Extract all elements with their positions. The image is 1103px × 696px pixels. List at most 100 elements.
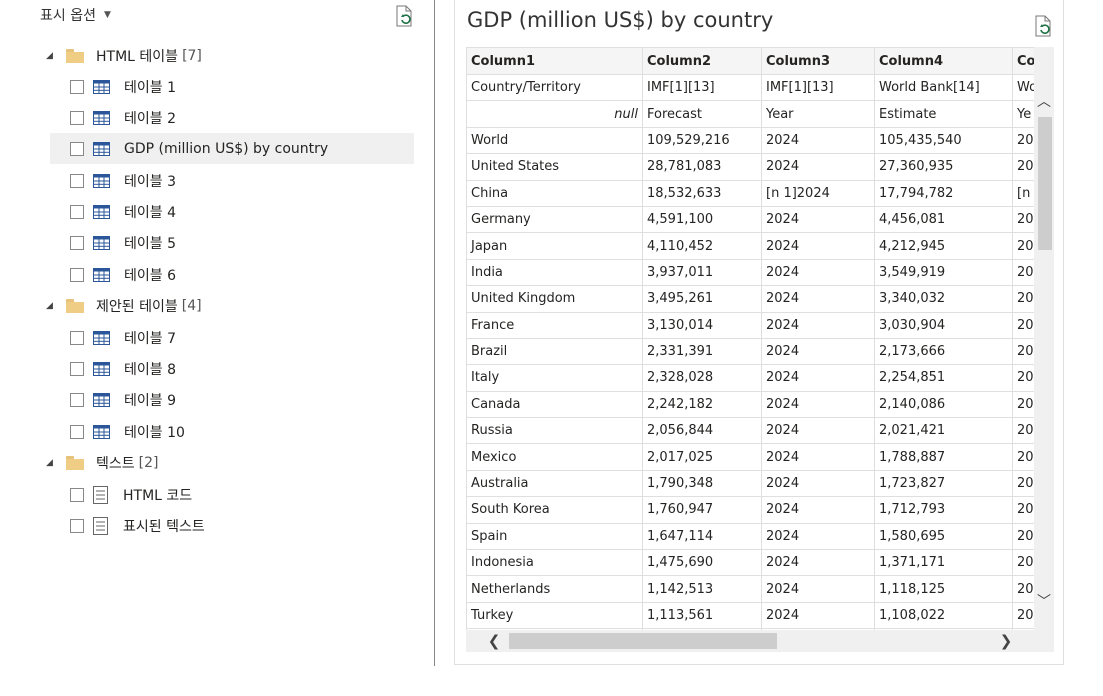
- collapse-icon[interactable]: ◢: [46, 457, 53, 468]
- table-cell[interactable]: 2,242,182: [642, 390, 762, 419]
- table-cell[interactable]: 2024: [761, 153, 875, 181]
- table-cell[interactable]: Year: [761, 100, 875, 128]
- table-cell[interactable]: 2,328,028: [642, 364, 762, 392]
- vertical-scrollbar[interactable]: ︿ ﹀: [1034, 74, 1054, 630]
- tree-item[interactable]: HTML 코드: [70, 479, 192, 510]
- table-cell[interactable]: Mexico: [466, 443, 643, 471]
- table-cell[interactable]: 4,110,452: [642, 232, 762, 260]
- scroll-down-icon[interactable]: ﹀: [1037, 594, 1051, 610]
- horizontal-scroll-thumb[interactable]: [509, 633, 777, 649]
- tree-item[interactable]: 테이블 2: [70, 102, 176, 133]
- checkbox[interactable]: [70, 330, 84, 345]
- table-cell[interactable]: 2024: [761, 469, 875, 498]
- collapse-icon[interactable]: ◢: [46, 50, 53, 61]
- table-cell[interactable]: Canada: [466, 390, 643, 419]
- table-cell[interactable]: 2,021,421: [874, 417, 1013, 445]
- table-cell[interactable]: 20: [1012, 311, 1034, 339]
- table-cell[interactable]: [n 1]2024: [761, 179, 875, 207]
- table-cell[interactable]: Brazil: [466, 337, 643, 366]
- table-cell[interactable]: 109,529,216: [642, 126, 762, 155]
- table-cell[interactable]: 20: [1012, 522, 1034, 551]
- table-cell[interactable]: 27,360,935: [874, 153, 1013, 181]
- table-cell[interactable]: 1,371,171: [874, 549, 1013, 577]
- table-cell[interactable]: 2,331,391: [642, 337, 762, 366]
- table-cell[interactable]: 2024: [761, 522, 875, 551]
- table-cell[interactable]: 2024: [761, 311, 875, 339]
- table-cell[interactable]: 2,254,851: [874, 364, 1013, 392]
- table-cell[interactable]: Germany: [466, 205, 643, 234]
- column-header[interactable]: Column4: [874, 47, 1013, 75]
- table-cell[interactable]: World: [466, 126, 643, 155]
- table-cell[interactable]: Australia: [466, 469, 643, 498]
- data-table-viewport[interactable]: Column1Column2Column3Column4Colum Countr…: [466, 47, 1034, 630]
- table-cell[interactable]: 3,937,011: [642, 258, 762, 287]
- table-cell[interactable]: 2024: [761, 496, 875, 524]
- table-cell[interactable]: 1,475,690: [642, 549, 762, 577]
- table-cell[interactable]: null: [466, 100, 643, 128]
- table-cell[interactable]: 20: [1012, 258, 1034, 287]
- table-cell[interactable]: 2024: [761, 337, 875, 366]
- table-cell[interactable]: 2024: [761, 601, 875, 630]
- scroll-right-icon[interactable]: ❯: [999, 632, 1013, 650]
- table-cell[interactable]: IMF[1][13]: [761, 73, 875, 102]
- checkbox[interactable]: [70, 110, 84, 125]
- table-cell[interactable]: 105,435,540: [874, 126, 1013, 155]
- table-cell[interactable]: South Korea: [466, 496, 643, 524]
- checkbox[interactable]: [70, 204, 84, 219]
- table-cell[interactable]: India: [466, 258, 643, 287]
- display-options-dropdown[interactable]: 표시 옵션 ▼: [40, 5, 111, 25]
- table-cell[interactable]: 2024: [761, 364, 875, 392]
- table-cell[interactable]: 1,788,887: [874, 443, 1013, 471]
- table-cell[interactable]: Netherlands: [466, 575, 643, 603]
- table-cell[interactable]: 20: [1012, 575, 1034, 603]
- table-cell[interactable]: 1,118,125: [874, 575, 1013, 603]
- table-cell[interactable]: 2024: [761, 285, 875, 313]
- table-cell[interactable]: 4,456,081: [874, 205, 1013, 234]
- table-cell[interactable]: China: [466, 179, 643, 207]
- checkbox[interactable]: [70, 267, 84, 282]
- table-cell[interactable]: Japan: [466, 232, 643, 260]
- table-cell[interactable]: 3,340,032: [874, 285, 1013, 313]
- table-cell[interactable]: 1,647,114: [642, 522, 762, 551]
- checkbox[interactable]: [70, 361, 84, 376]
- table-cell[interactable]: 20: [1012, 364, 1034, 392]
- tree-item-selected[interactable]: GDP (million US$) by country: [50, 133, 414, 164]
- table-cell[interactable]: 20: [1012, 390, 1034, 419]
- table-cell[interactable]: United States: [466, 153, 643, 181]
- tree-item[interactable]: 테이블 8: [70, 353, 176, 384]
- table-cell[interactable]: Turkey: [466, 601, 643, 630]
- column-header[interactable]: Column2: [642, 47, 762, 75]
- tree-item[interactable]: 테이블 7: [70, 322, 176, 353]
- table-cell[interactable]: Spain: [466, 522, 643, 551]
- checkbox[interactable]: [70, 392, 84, 407]
- table-cell[interactable]: 1,790,348: [642, 469, 762, 498]
- table-cell[interactable]: 2,056,844: [642, 417, 762, 445]
- tree-item[interactable]: 테이블 4: [70, 196, 176, 227]
- vertical-scroll-thumb[interactable]: [1038, 117, 1052, 250]
- checkbox[interactable]: [70, 79, 84, 94]
- table-cell[interactable]: 1,142,513: [642, 575, 762, 603]
- table-cell[interactable]: 3,549,919: [874, 258, 1013, 287]
- table-cell[interactable]: 20: [1012, 126, 1034, 155]
- table-cell[interactable]: 1,760,947: [642, 496, 762, 524]
- table-cell[interactable]: 28,781,083: [642, 153, 762, 181]
- column-header[interactable]: Colum: [1012, 47, 1034, 75]
- table-cell[interactable]: 20: [1012, 337, 1034, 366]
- table-cell[interactable]: 1,113,561: [642, 601, 762, 630]
- tree-item[interactable]: 테이블 10: [70, 416, 185, 447]
- table-cell[interactable]: 2024: [761, 232, 875, 260]
- table-cell[interactable]: 18,532,633: [642, 179, 762, 207]
- table-cell[interactable]: 2,017,025: [642, 443, 762, 471]
- tree-item[interactable]: 표시된 텍스트: [70, 510, 205, 541]
- refresh-icon[interactable]: [394, 5, 414, 27]
- table-cell[interactable]: 4,591,100: [642, 205, 762, 234]
- table-cell[interactable]: France: [466, 311, 643, 339]
- group-header[interactable]: ◢ 제안된 테이블 [4]: [46, 290, 202, 321]
- table-cell[interactable]: 2024: [761, 205, 875, 234]
- table-cell[interactable]: 2024: [761, 443, 875, 471]
- tree-item[interactable]: 테이블 6: [70, 259, 176, 290]
- pane-divider[interactable]: [434, 0, 435, 666]
- table-cell[interactable]: Forecast: [642, 100, 762, 128]
- table-cell[interactable]: Russia: [466, 417, 643, 445]
- table-cell[interactable]: Ye: [1012, 100, 1034, 128]
